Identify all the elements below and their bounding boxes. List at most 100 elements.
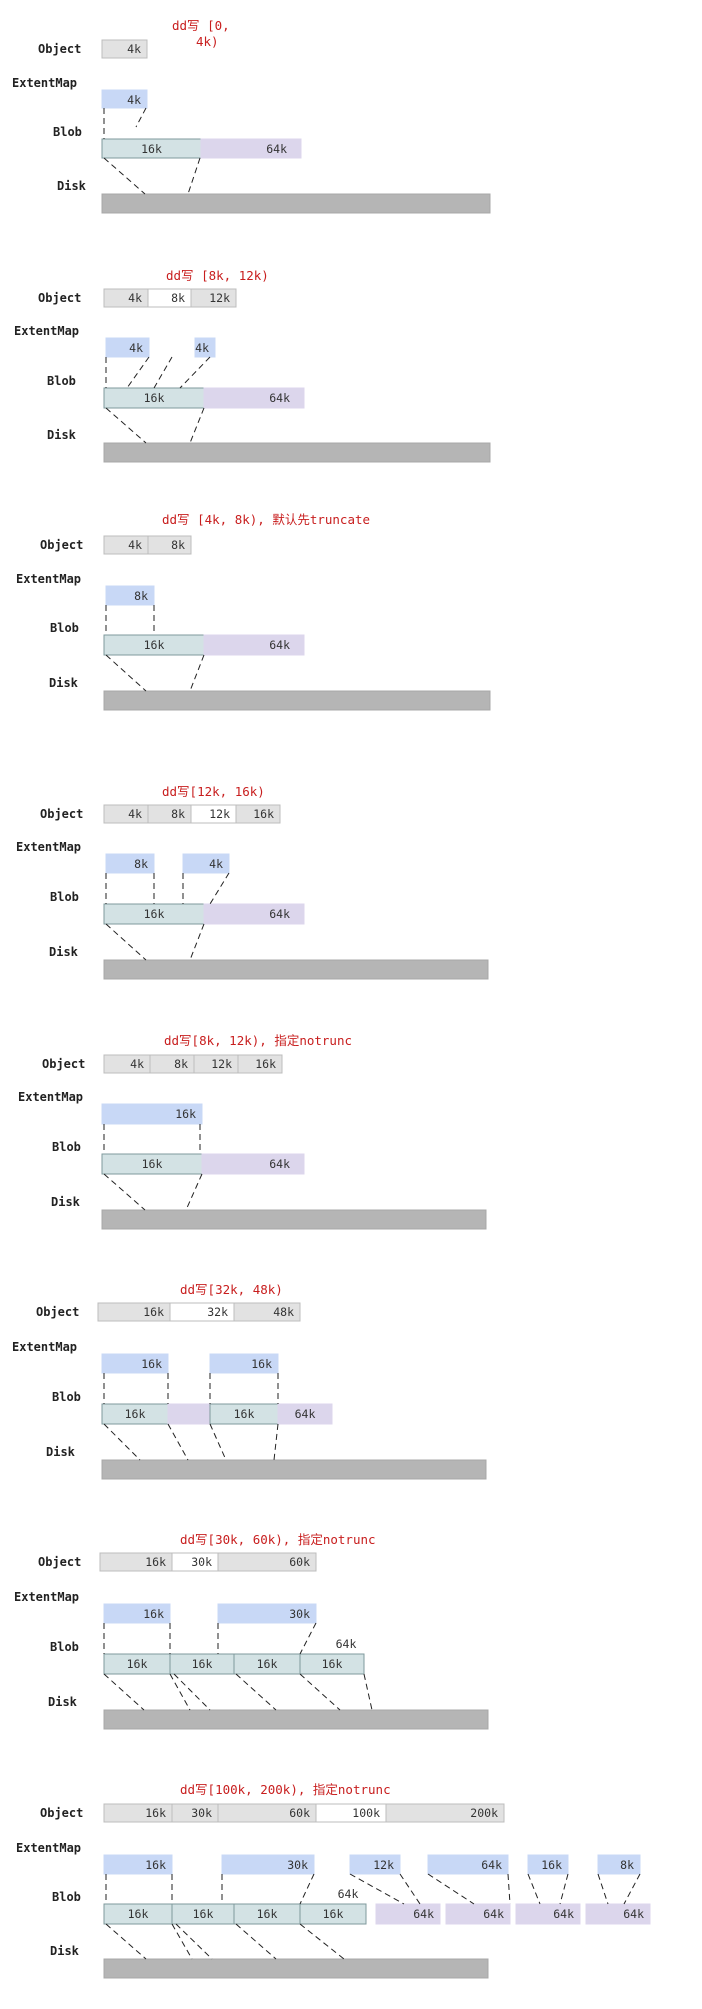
blob-note-label: 64k xyxy=(336,1637,357,1651)
object-segment-label: 4k xyxy=(128,291,142,305)
blob-segment-label: 16k xyxy=(234,1407,255,1421)
row-label-blob: Blob xyxy=(52,1890,81,1904)
mapping-line xyxy=(103,1173,146,1211)
mapping-line xyxy=(209,1423,227,1461)
extent-segment xyxy=(427,1854,509,1875)
row-label-object: Object xyxy=(40,807,83,821)
extent-segment xyxy=(101,1103,203,1125)
object-segment-label: 12k xyxy=(211,1057,232,1071)
step-caption: dd写[32k, 48k) xyxy=(180,1282,283,1297)
mapping-line xyxy=(103,1673,145,1711)
object-segment-label: 12k xyxy=(209,807,230,821)
extent-segment-label: 4k xyxy=(127,93,141,107)
extent-segment xyxy=(194,337,216,358)
blob-segment-extra xyxy=(585,1903,651,1925)
mapping-line xyxy=(175,1923,213,1960)
row-label-extentmap: ExtentMap xyxy=(12,1340,77,1354)
mapping-line xyxy=(597,1873,609,1905)
object-segment-label: 16k xyxy=(253,807,274,821)
mapping-line xyxy=(209,872,230,905)
row-label-extentmap: ExtentMap xyxy=(16,572,81,586)
extent-segment-label: 8k xyxy=(620,1858,634,1872)
mapping-line xyxy=(189,407,205,444)
object-segment-label: 8k xyxy=(171,538,185,552)
extent-segment-label: 8k xyxy=(134,857,148,871)
extent-segment xyxy=(527,1854,569,1875)
extent-segment-label: 16k xyxy=(175,1107,196,1121)
mapping-line xyxy=(179,356,211,389)
disk-bar xyxy=(103,690,491,711)
extent-segment-label: 4k xyxy=(129,341,143,355)
step-caption: dd写[30k, 60k), 指定notrunc xyxy=(180,1532,376,1547)
disk-bar xyxy=(103,959,489,980)
blob-segment-label: 64k xyxy=(269,1157,290,1171)
step-caption: dd写 [4k, 8k), 默认先truncate xyxy=(162,512,370,527)
extent-segment-label: 12k xyxy=(373,1858,394,1872)
row-label-disk: Disk xyxy=(49,945,79,959)
blob-segment xyxy=(299,1653,365,1675)
extent-segment xyxy=(105,337,150,358)
step-caption: dd写[8k, 12k), 指定notrunc xyxy=(164,1033,352,1048)
blob-segment-label: 16k xyxy=(257,1657,278,1671)
extent-segment xyxy=(105,585,155,606)
step-caption: dd写[100k, 200k), 指定notrunc xyxy=(180,1782,391,1797)
extent-segment xyxy=(217,1603,317,1624)
mapping-line xyxy=(299,1923,345,1960)
blob-segment-label: 16k xyxy=(192,1657,213,1671)
row-label-blob: Blob xyxy=(52,1140,81,1154)
extent-segment-label: 30k xyxy=(289,1607,310,1621)
blob-segment xyxy=(203,634,305,656)
blob-segment-label: 16k xyxy=(322,1657,343,1671)
extent-segment-label: 64k xyxy=(481,1858,502,1872)
disk-bar xyxy=(103,1958,489,1979)
mapping-line xyxy=(235,1673,277,1711)
row-label-blob: Blob xyxy=(50,1640,79,1654)
object-segment-label: 32k xyxy=(207,1305,228,1319)
object-segment-label: 100k xyxy=(352,1806,380,1820)
row-label-disk: Disk xyxy=(57,179,87,193)
mapping-line xyxy=(527,1873,541,1905)
row-label-extentmap: ExtentMap xyxy=(18,1090,83,1104)
extent-segment-label: 4k xyxy=(195,341,209,355)
mapping-line xyxy=(103,157,146,195)
extent-segment xyxy=(103,1603,171,1624)
blob-segment-label: 16k xyxy=(141,142,162,156)
mapping-line xyxy=(235,1923,277,1960)
object-segment-label: 4k xyxy=(128,807,142,821)
blob-segment-extra xyxy=(445,1903,511,1925)
mapping-line xyxy=(507,1873,511,1905)
blob-segment xyxy=(201,1153,305,1175)
extent-segment-label: 16k xyxy=(251,1357,272,1371)
blob-segment-label: 64k xyxy=(553,1907,574,1921)
mapping-line xyxy=(299,1673,341,1711)
mapping-line xyxy=(299,1873,315,1905)
mapping-line xyxy=(135,107,147,128)
mapping-line xyxy=(189,923,205,961)
row-label-object: Object xyxy=(40,1806,83,1820)
blob-segment-label: 64k xyxy=(269,907,290,921)
mapping-line xyxy=(273,1423,279,1461)
step-caption: dd写 [0, xyxy=(172,18,230,33)
row-label-object: Object xyxy=(36,1305,79,1319)
extent-segment-label: 16k xyxy=(143,1607,164,1621)
object-segment xyxy=(101,39,148,59)
row-label-blob: Blob xyxy=(50,621,79,635)
object-segment xyxy=(235,804,281,824)
blob-segment-label: 16k xyxy=(257,1907,278,1921)
mapping-line xyxy=(169,1673,191,1711)
row-label-object: Object xyxy=(38,291,81,305)
extent-segment-label: 8k xyxy=(134,589,148,603)
object-segment-label: 16k xyxy=(143,1305,164,1319)
step-caption: 4k) xyxy=(196,34,219,49)
blob-segment xyxy=(277,1403,333,1425)
blob-segment-label: 16k xyxy=(144,391,165,405)
row-label-extentmap: ExtentMap xyxy=(16,1841,81,1855)
mapping-line xyxy=(153,356,173,389)
object-segment xyxy=(217,1552,317,1572)
object-segment-label: 200k xyxy=(470,1806,498,1820)
blob-segment xyxy=(203,387,305,409)
blob-segment-extra xyxy=(375,1903,441,1925)
mapping-line xyxy=(103,1423,141,1461)
object-segment-label: 16k xyxy=(255,1057,276,1071)
object-segment xyxy=(237,1054,283,1074)
